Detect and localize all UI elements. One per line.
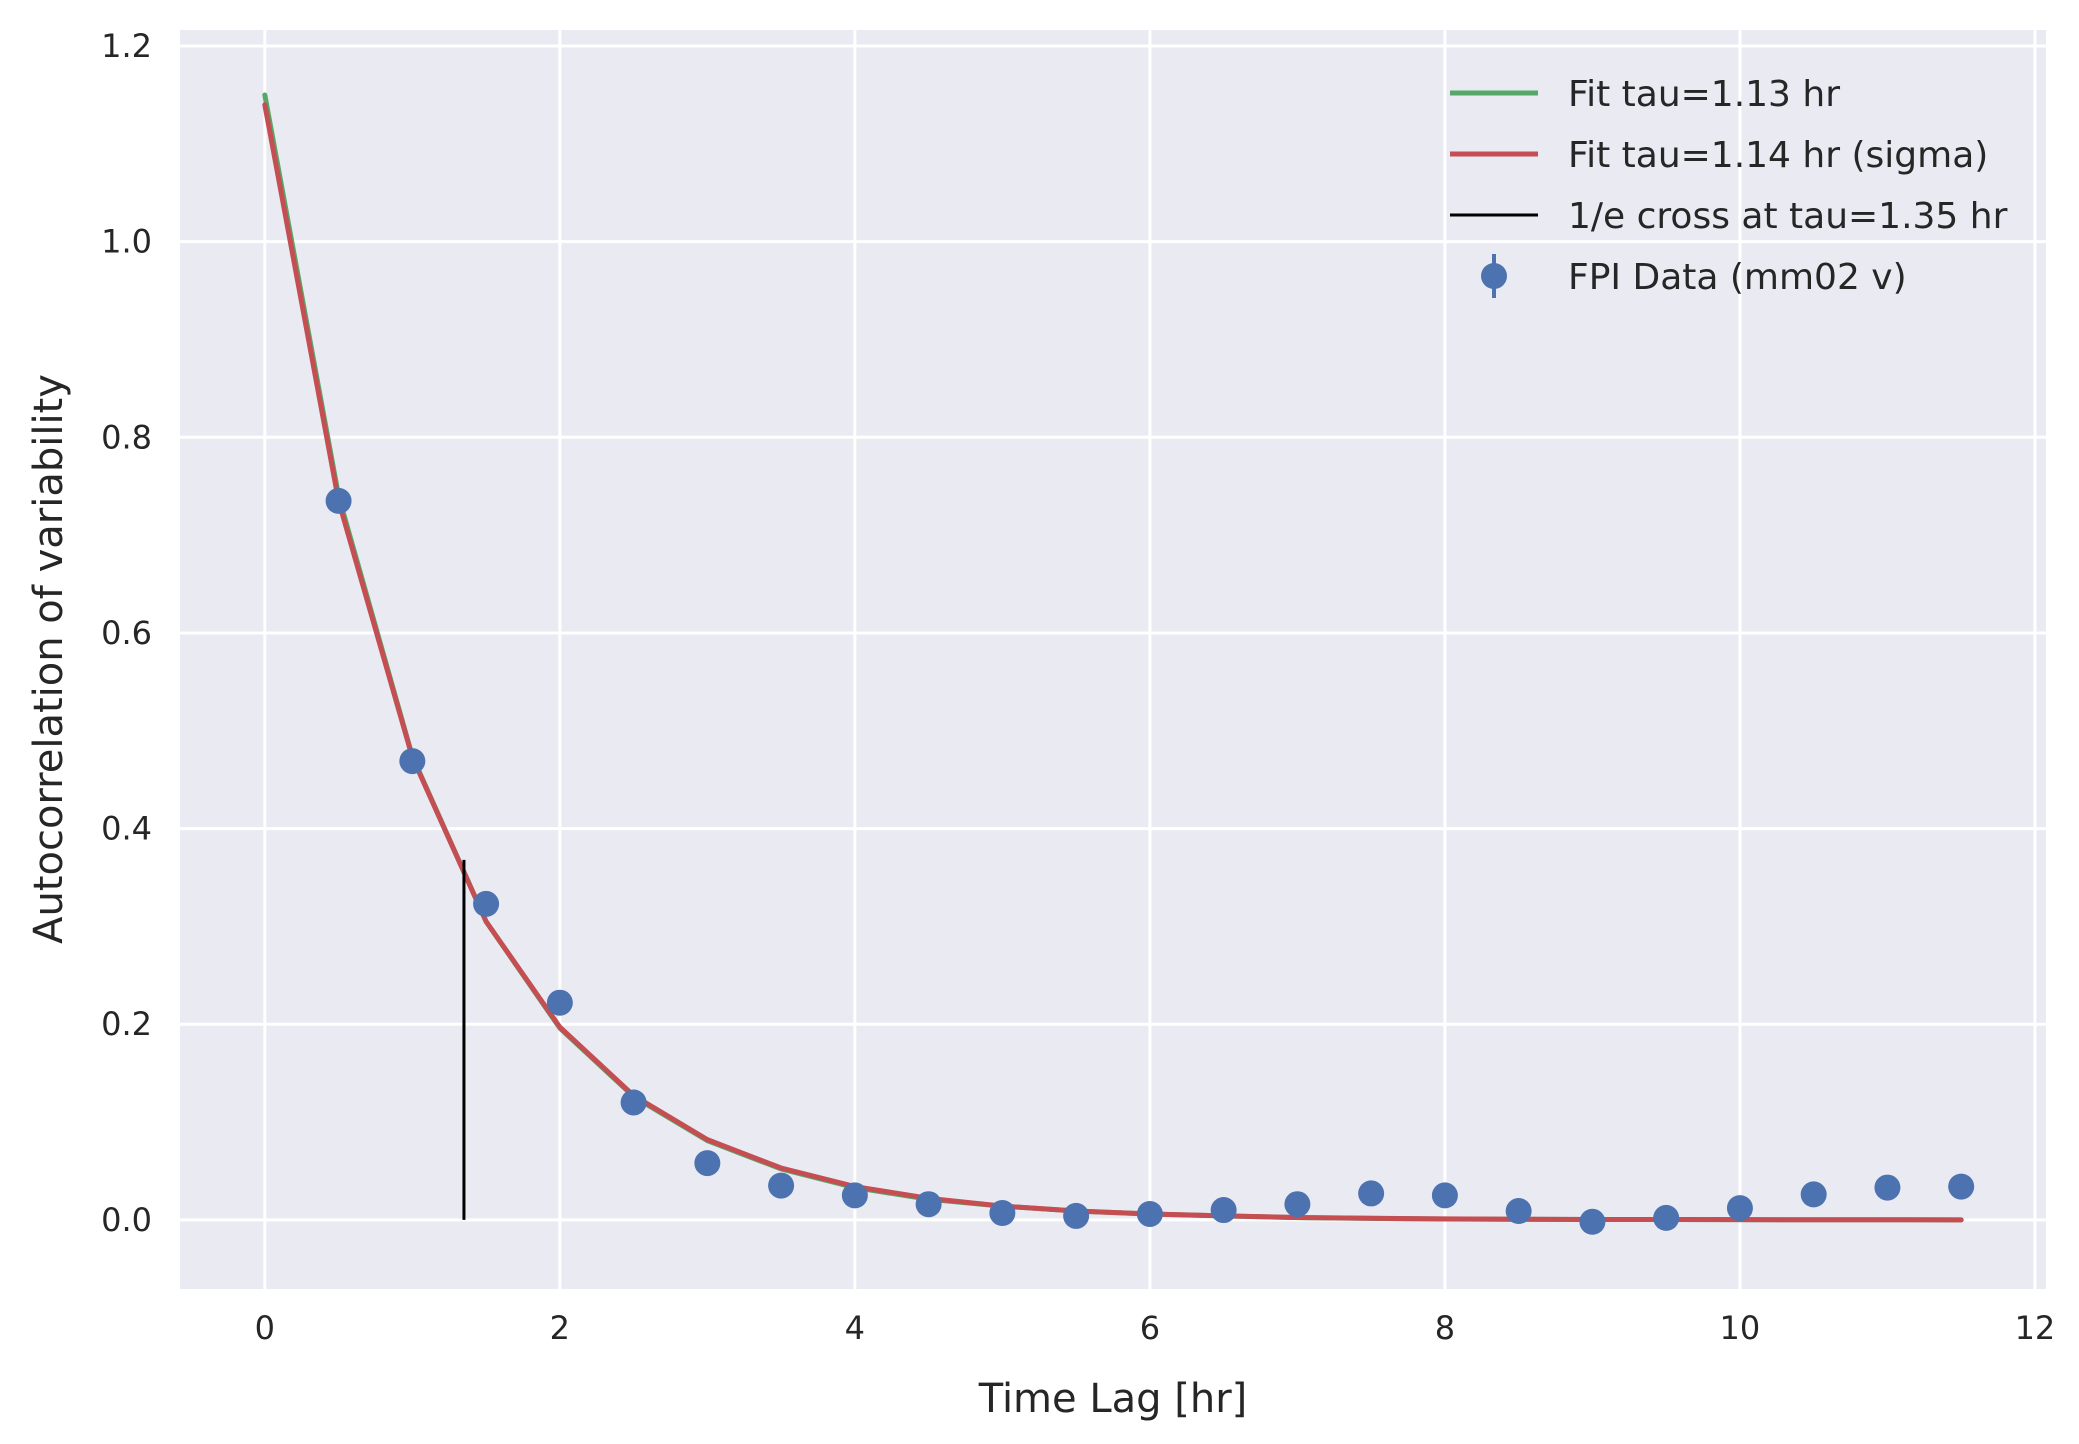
legend-label: 1/e cross at tau=1.35 hr bbox=[1568, 196, 2008, 237]
data-point bbox=[694, 1150, 721, 1177]
legend-item: Fit tau=1.14 hr (sigma) bbox=[1450, 135, 1988, 176]
legend: Fit tau=1.13 hr Fit tau=1.14 hr (sigma) 1/… bbox=[1450, 74, 2008, 298]
data-point bbox=[1063, 1202, 1090, 1229]
data-point bbox=[915, 1191, 942, 1218]
legend-item: 1/e cross at tau=1.35 hr bbox=[1450, 196, 2008, 237]
grid-lines bbox=[180, 30, 2046, 1289]
x-tick-label: 0 bbox=[255, 1309, 275, 1347]
data-point bbox=[473, 890, 500, 917]
data-point bbox=[546, 989, 573, 1016]
data-point bbox=[768, 1172, 795, 1199]
data-point bbox=[325, 487, 352, 514]
x-tick-label: 8 bbox=[1435, 1309, 1455, 1347]
data-point bbox=[841, 1182, 868, 1209]
data-point bbox=[399, 748, 426, 775]
x-tick-label: 10 bbox=[1720, 1309, 1761, 1347]
x-tick-label: 12 bbox=[2015, 1309, 2056, 1347]
data-point bbox=[989, 1199, 1016, 1226]
y-tick-label: 0.0 bbox=[101, 1201, 152, 1239]
legend-item: FPI Data (mm02 v) bbox=[1481, 254, 1907, 298]
y-tick-label: 0.6 bbox=[101, 614, 152, 652]
y-axis-label: Autocorrelation of variability bbox=[26, 374, 72, 944]
legend-item: Fit tau=1.13 hr bbox=[1450, 74, 1840, 115]
data-point bbox=[1136, 1200, 1163, 1227]
y-tick-label: 1.2 bbox=[101, 27, 152, 65]
data-point bbox=[1874, 1174, 1901, 1201]
data-point bbox=[1358, 1180, 1385, 1207]
data-point bbox=[1653, 1204, 1680, 1231]
data-point bbox=[620, 1089, 647, 1116]
data-point bbox=[1284, 1191, 1311, 1218]
x-tick-label: 6 bbox=[1140, 1309, 1160, 1347]
x-tick-label: 2 bbox=[550, 1309, 570, 1347]
y-tick-label: 1.0 bbox=[101, 223, 152, 261]
data-point bbox=[1579, 1208, 1606, 1235]
legend-label: Fit tau=1.14 hr (sigma) bbox=[1568, 135, 1988, 176]
data-point bbox=[1431, 1182, 1458, 1209]
series-layer bbox=[262, 92, 1975, 1235]
y-tick-label: 0.4 bbox=[101, 810, 152, 848]
plot-background bbox=[180, 30, 2046, 1289]
legend-label: FPI Data (mm02 v) bbox=[1568, 257, 1907, 298]
legend-marker bbox=[1481, 263, 1507, 289]
tick-labels: 0 2 4 6 8 10 12 0.0 0.2 0.4 0.6 0.8 1.0 1.2 bbox=[101, 27, 2055, 1347]
x-tick-label: 4 bbox=[845, 1309, 865, 1347]
y-tick-label: 0.2 bbox=[101, 1005, 152, 1043]
data-point bbox=[1505, 1198, 1532, 1225]
x-axis-label: Time Lag [hr] bbox=[978, 1376, 1248, 1422]
data-point bbox=[1210, 1197, 1237, 1224]
data-point bbox=[1948, 1173, 1975, 1200]
y-tick-label: 0.8 bbox=[101, 418, 152, 456]
legend-label: Fit tau=1.13 hr bbox=[1568, 74, 1840, 115]
data-point bbox=[1726, 1195, 1753, 1222]
data-point bbox=[1800, 1181, 1827, 1208]
